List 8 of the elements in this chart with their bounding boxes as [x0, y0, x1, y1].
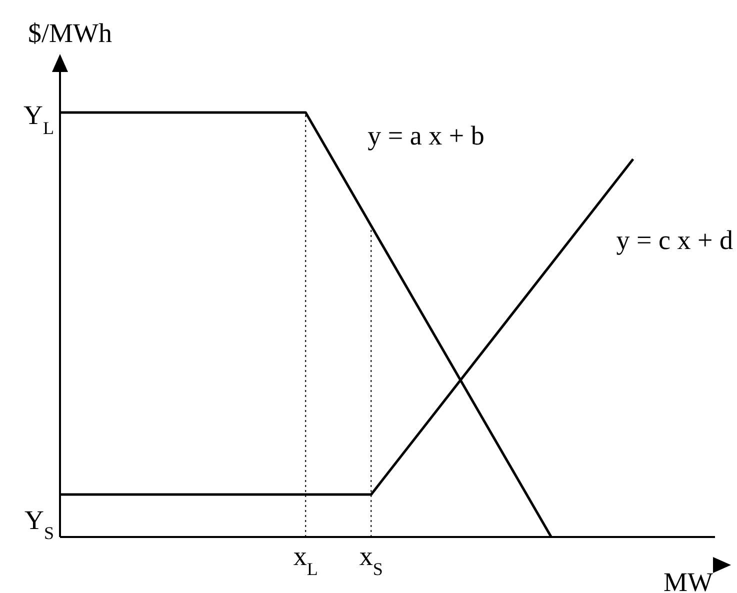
- y-axis-title: $/MWh: [28, 18, 112, 48]
- x-tick-label: x$_{L}$: [293, 541, 318, 579]
- text: Y$_{L}$: [24, 100, 54, 138]
- x-axis-title: MW: [664, 567, 714, 593]
- text: Y$_{S}$: [24, 505, 54, 543]
- series-label: y = c x + d: [616, 225, 734, 256]
- series-label: y = a x + b: [368, 120, 484, 150]
- x-tick-label: x$_{S}$: [359, 541, 383, 579]
